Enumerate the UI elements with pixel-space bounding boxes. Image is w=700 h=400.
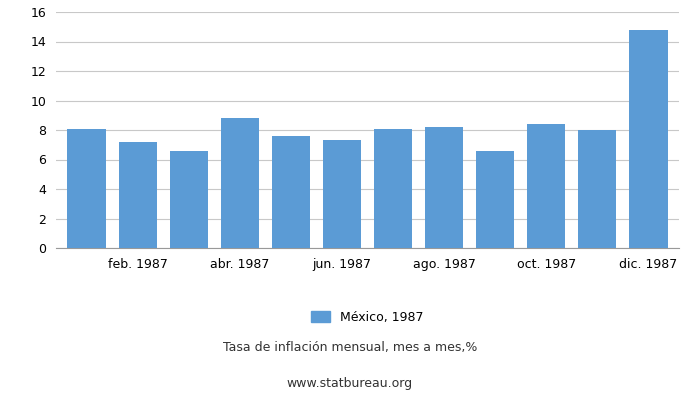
Bar xyxy=(629,30,668,248)
Bar xyxy=(272,136,310,248)
Bar xyxy=(67,128,106,248)
Bar xyxy=(374,128,412,248)
Bar xyxy=(118,142,157,248)
Text: www.statbureau.org: www.statbureau.org xyxy=(287,378,413,390)
Bar xyxy=(527,124,566,248)
Bar xyxy=(220,118,259,248)
Bar xyxy=(169,151,208,248)
Bar xyxy=(476,151,514,248)
Bar xyxy=(425,127,463,248)
Bar xyxy=(578,130,617,248)
Legend: México, 1987: México, 1987 xyxy=(307,306,428,329)
Text: Tasa de inflación mensual, mes a mes,%: Tasa de inflación mensual, mes a mes,% xyxy=(223,342,477,354)
Bar xyxy=(323,140,361,248)
